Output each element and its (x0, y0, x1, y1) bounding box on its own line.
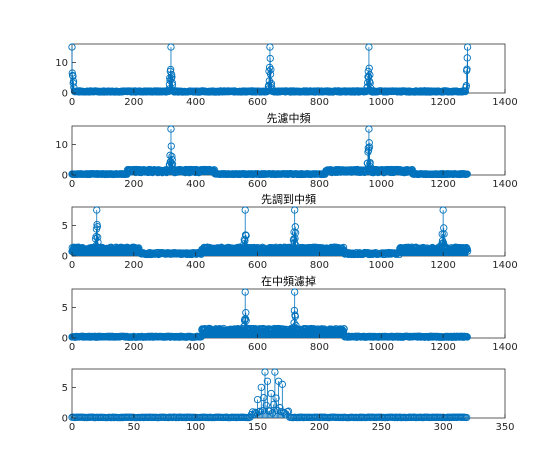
data-point (366, 71, 374, 79)
data-point (463, 170, 471, 178)
x-tick-label: 200 (124, 179, 143, 190)
data-point (167, 142, 175, 150)
data-point (266, 70, 275, 78)
y-tick-label: 0 (62, 89, 68, 100)
y-tick-label: 0 (62, 252, 68, 263)
data-point (366, 79, 374, 87)
data-point (167, 43, 175, 51)
data-point (265, 63, 274, 72)
data-point (463, 65, 471, 73)
y-tick-label: 5 (62, 221, 68, 232)
data-point (69, 72, 77, 80)
data-markers (68, 43, 472, 96)
data-point (242, 317, 250, 325)
data-point (458, 88, 466, 96)
data-point (267, 65, 275, 74)
subplot-3: 先調到中頻 0 200 400 600 800 1000 1200 1400 0 5 (62, 192, 518, 271)
panel-title: 先濾中頻 (267, 111, 311, 125)
y-tick-label: 10 (55, 140, 68, 151)
y-tick-label: 10 (55, 58, 68, 69)
data-point (439, 206, 447, 214)
data-point (364, 67, 372, 76)
x-tick-label: 600 (248, 179, 267, 190)
x-tick-label: 800 (310, 179, 329, 190)
data-point (93, 222, 102, 231)
data-point (364, 144, 372, 152)
x-tick-label: 600 (248, 97, 267, 108)
x-tick-label: 400 (186, 179, 205, 190)
data-point (135, 244, 143, 252)
data-point (241, 237, 249, 245)
data-point (242, 309, 250, 317)
x-tick-label: 1200 (430, 97, 455, 108)
data-point (266, 54, 274, 63)
x-tick-label: 1000 (369, 260, 394, 271)
x-tick-label: 1000 (369, 97, 394, 108)
x-tick-label: 800 (310, 97, 329, 108)
data-point (266, 43, 274, 51)
data-point (440, 230, 448, 238)
data-point (241, 206, 249, 214)
data-point (167, 125, 175, 133)
data-point (68, 43, 76, 51)
data-point (267, 79, 276, 88)
x-tick-label: 400 (186, 97, 205, 108)
panel-title: 先調到中頻 (261, 192, 316, 206)
x-tick-label: 800 (310, 260, 329, 271)
data-point (291, 288, 299, 296)
data-point (168, 73, 176, 81)
data-point (291, 234, 299, 243)
x-tick-label: 1200 (430, 260, 455, 271)
data-point (365, 125, 373, 133)
data-point (291, 206, 299, 214)
data-point (291, 229, 300, 237)
data-point (291, 312, 299, 321)
data-markers (68, 288, 471, 341)
data-point (168, 155, 176, 164)
x-tick-label: 1400 (492, 179, 517, 190)
x-tick-label: 200 (124, 97, 143, 108)
data-point (68, 69, 76, 77)
x-tick-label: 1000 (369, 179, 394, 190)
data-point (241, 288, 249, 296)
x-tick-label: 1400 (492, 260, 517, 271)
data-point (365, 139, 373, 147)
subplot-2: 先濾中頻 0 200 400 600 800 1000 1200 1400 0 10 (55, 111, 517, 190)
data-point (365, 43, 373, 51)
data-point (463, 247, 472, 255)
data-point (94, 233, 102, 241)
data-markers (68, 125, 471, 179)
data-point (168, 152, 176, 161)
x-tick-label: 600 (248, 260, 267, 271)
x-tick-label: 0 (69, 97, 75, 108)
data-point (364, 146, 373, 154)
data-point (340, 325, 348, 333)
x-tick-label: 0 (69, 260, 75, 271)
data-point (365, 143, 374, 151)
data-point (463, 43, 472, 51)
data-point (462, 81, 470, 90)
x-tick-label: 400 (186, 260, 205, 271)
x-tick-label: 1400 (492, 97, 517, 108)
y-tick-label: 0 (62, 171, 68, 182)
data-point (463, 54, 471, 62)
x-tick-label: 0 (69, 179, 75, 190)
panel-title: 在中頻濾掉 (261, 274, 316, 288)
subplot-1: 0 200 400 600 800 1000 1200 1400 0 10 (55, 43, 518, 108)
axes-box (71, 43, 506, 94)
data-point (93, 206, 101, 214)
x-tick-label: 1200 (430, 179, 455, 190)
data-point (242, 231, 250, 240)
data-markers (68, 206, 472, 259)
data-point (167, 70, 176, 79)
data-point (167, 65, 175, 74)
x-tick-label: 200 (124, 260, 143, 271)
